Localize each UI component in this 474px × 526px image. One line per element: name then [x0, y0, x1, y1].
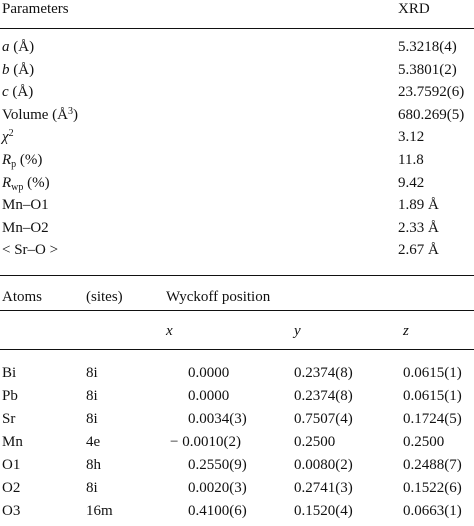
parameter-text: Mn–O1 — [2, 197, 49, 214]
atom-site: 8i — [86, 411, 98, 427]
atom-z: 0.1724(5) — [403, 411, 462, 427]
parameter-label: Volume (Å3) — [2, 106, 78, 124]
atom-y: 0.2374(8) — [294, 365, 353, 381]
parameter-symbol: a — [2, 39, 10, 55]
atoms-header-rule — [0, 310, 474, 311]
parameter-label: a (Å) — [2, 38, 34, 56]
atom-name: O1 — [2, 457, 21, 473]
x-header: x — [166, 323, 173, 339]
atom-y: 0.2741(3) — [294, 480, 353, 496]
parameter-label: χ2 — [2, 128, 14, 146]
coords-header-rule — [0, 349, 474, 350]
parameter-text-suffix: ) — [72, 106, 78, 123]
atom-z: 0.2500 — [403, 434, 445, 450]
atom-x: 0.0034(3) — [188, 411, 247, 427]
parameter-label: Rwp (%) — [2, 174, 50, 193]
atom-site: 8i — [86, 365, 98, 381]
atom-name: Mn — [2, 434, 23, 450]
parameter-label: b (Å) — [2, 61, 34, 79]
parameter-label: < Sr–O > — [2, 241, 58, 259]
atom-x: − 0.0010(2) — [170, 434, 241, 450]
parameter-value: 2.67 Å — [398, 242, 439, 259]
parameter-symbol: χ — [2, 129, 9, 146]
parameter-label: c (Å) — [2, 83, 33, 101]
atom-x: 0.2550(9) — [188, 457, 247, 473]
parameter-unit: (Å) — [8, 84, 34, 101]
parameter-value: 680.269(5) — [398, 106, 465, 123]
header-rule — [0, 28, 474, 29]
parameter-value: 3.12 — [398, 129, 425, 146]
wyckoff-header: Wyckoff position — [166, 289, 271, 305]
atom-site: 8i — [86, 480, 98, 496]
z-header: z — [403, 323, 409, 339]
parameter-superscript: 3 — [67, 105, 73, 117]
atom-x: 0.0000 — [188, 365, 230, 381]
atom-y: 0.7507(4) — [294, 411, 353, 427]
atom-name: Sr — [2, 411, 16, 427]
atom-y: 0.0080(2) — [294, 457, 353, 473]
parameter-label: Rp (%) — [2, 151, 43, 170]
parameter-value: 23.7592(6) — [398, 84, 465, 101]
parameter-text-suffix: (%) — [16, 152, 43, 168]
atom-x: 0.0000 — [188, 388, 230, 404]
atom-site: 4e — [86, 434, 101, 450]
parameter-value: 1.89 Å — [398, 197, 439, 214]
atom-y: 0.2500 — [294, 434, 336, 450]
parameter-subscript: wp — [11, 181, 24, 193]
parameter-text: < Sr–O > — [2, 242, 59, 259]
atom-name: Pb — [2, 388, 18, 404]
parameter-symbol: b — [2, 61, 10, 78]
atoms-header: Atoms — [2, 289, 43, 305]
atom-z: 0.1522(6) — [403, 480, 462, 496]
atom-y: 0.2374(8) — [294, 388, 353, 404]
atom-y: 0.1520(4) — [294, 503, 353, 519]
parameter-text-suffix: (%) — [23, 174, 50, 191]
atom-name: O2 — [2, 480, 21, 496]
parameter-unit: (Å) — [9, 61, 35, 78]
parameter-text: Volume (Å — [2, 106, 68, 123]
parameter-label: Mn–O1 — [2, 196, 49, 214]
atom-name: O3 — [2, 503, 21, 519]
atom-z: 0.0615(1) — [403, 388, 462, 404]
sites-header: (sites) — [86, 289, 123, 305]
parameter-symbol: c — [2, 84, 9, 101]
parameter-unit: (Å) — [9, 39, 35, 55]
atom-site: 8h — [86, 457, 101, 473]
parameter-value: 11.8 — [398, 152, 424, 168]
params-bottom-rule — [0, 275, 474, 276]
parameter-symbol: R — [2, 152, 12, 168]
y-header: y — [294, 323, 301, 339]
atom-site: 8i — [86, 388, 98, 404]
parameter-value: 2.33 Å — [398, 219, 439, 236]
parameter-value: 5.3801(2) — [398, 61, 457, 78]
parameter-label: Mn–O2 — [2, 219, 49, 237]
atom-site: 16m — [86, 503, 113, 519]
parameters-header: Parameters — [2, 1, 69, 17]
parameter-value: 5.3218(4) — [398, 39, 457, 55]
parameter-subscript: p — [11, 159, 17, 170]
parameter-text: Mn–O2 — [2, 219, 49, 236]
atom-z: 0.2488(7) — [403, 457, 462, 473]
atom-x: 0.0020(3) — [188, 480, 247, 496]
parameter-symbol: R — [2, 174, 12, 191]
parameter-value: 9.42 — [398, 174, 425, 191]
atom-z: 0.0615(1) — [403, 365, 462, 381]
method-header: XRD — [398, 1, 430, 17]
atom-x: 0.4100(6) — [188, 503, 247, 519]
atom-name: Bi — [2, 365, 17, 381]
atom-z: 0.0663(1) — [403, 503, 462, 519]
parameter-superscript: 2 — [8, 128, 14, 140]
